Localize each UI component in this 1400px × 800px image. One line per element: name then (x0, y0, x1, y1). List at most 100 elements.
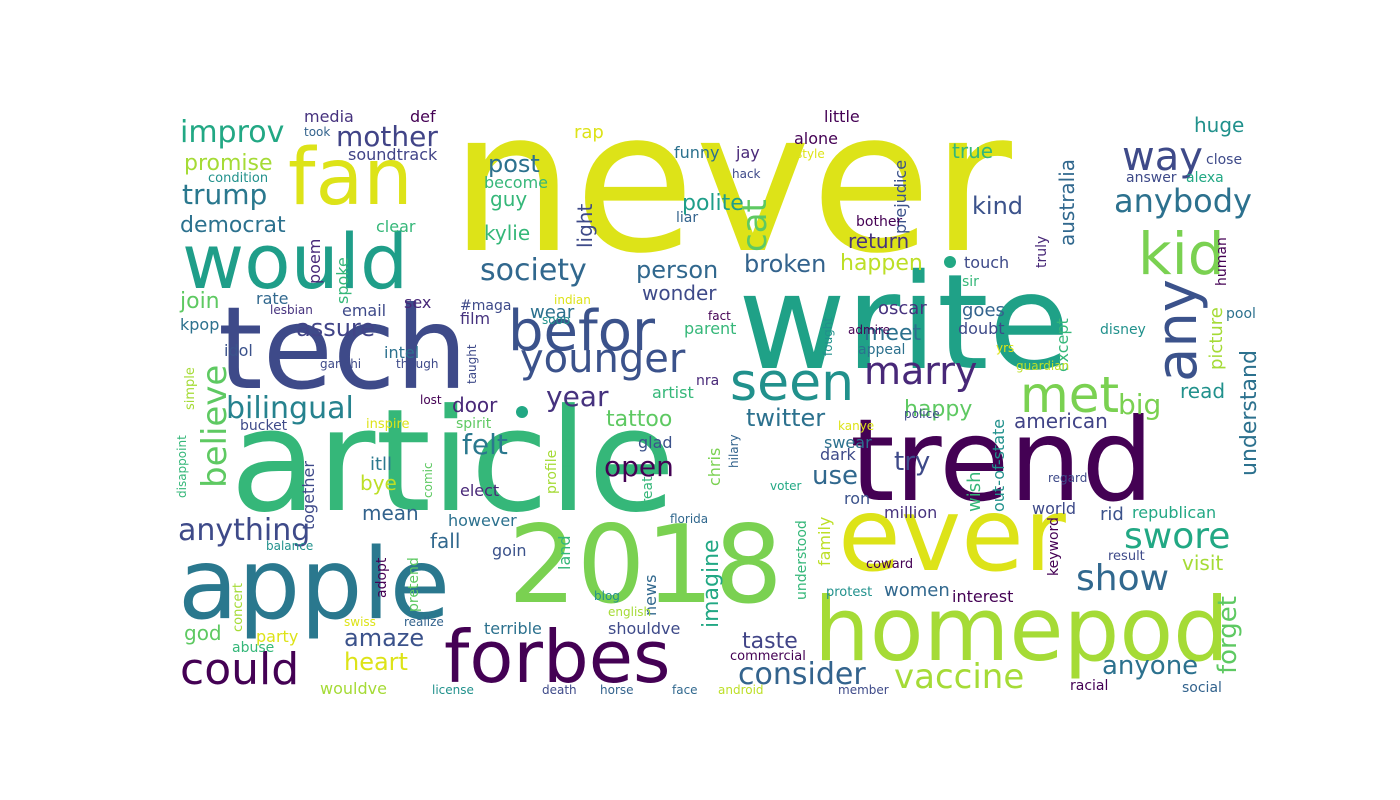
word: way (1122, 134, 1203, 180)
word: forbes (444, 615, 671, 699)
dot-mark (516, 406, 528, 418)
word: together (299, 461, 318, 530)
word: fall (430, 529, 460, 553)
word: appeal (858, 342, 905, 358)
word: spirit (456, 416, 492, 432)
word: though (396, 357, 438, 371)
word: out-of-state (989, 419, 1008, 512)
word: pool (1226, 306, 1256, 322)
word: would (182, 217, 408, 306)
word: clear (376, 217, 416, 236)
word: alexa (1186, 170, 1224, 186)
word: elect (460, 481, 499, 500)
word: felt (462, 428, 508, 461)
word: email (342, 301, 386, 320)
word: happy (904, 397, 972, 422)
word: florida (670, 512, 708, 526)
word: interest (952, 587, 1013, 606)
word: pretend (406, 557, 422, 612)
word: rate (256, 289, 289, 308)
word: wonder (642, 281, 717, 305)
word: lost (420, 393, 442, 407)
word: news (641, 575, 660, 616)
word: celebrity (561, 430, 575, 482)
word: year (546, 380, 609, 413)
word: condition (208, 171, 268, 186)
word: alone (794, 129, 838, 148)
word: cat (735, 199, 775, 252)
word: rap (574, 122, 604, 143)
word: simple (183, 367, 198, 410)
dot-mark (944, 256, 956, 268)
word: 2018 (508, 503, 783, 628)
word: license (432, 683, 474, 697)
word: promise (184, 151, 273, 176)
word: any (1145, 279, 1210, 382)
word: coward (866, 557, 913, 572)
word: human (1214, 237, 1230, 286)
word: funny (674, 143, 720, 162)
word: land (555, 535, 574, 570)
word: bilingual (226, 391, 354, 426)
word: world (1032, 499, 1076, 518)
word: glad (638, 433, 673, 452)
word: forget (1213, 596, 1243, 674)
word: society (480, 253, 587, 288)
word: use (812, 461, 858, 491)
word: parent (684, 319, 736, 338)
word: hack (732, 167, 761, 181)
word: mother (336, 120, 438, 153)
word: took (304, 125, 330, 139)
word: spoke (333, 257, 352, 304)
word: bye (360, 471, 397, 495)
word: apple (178, 528, 450, 642)
word: mean (362, 501, 419, 525)
word: swiss (344, 615, 376, 629)
word: blog (594, 589, 620, 603)
word: def (410, 107, 436, 126)
word: write (738, 246, 1070, 400)
word: realize (404, 615, 444, 629)
word: marry (864, 349, 977, 393)
word: kpop (180, 315, 219, 334)
word-group: never article write tech trend 2018 appl… (175, 69, 1262, 699)
word: believe (195, 365, 235, 488)
word: oscar (878, 298, 927, 319)
word: vaccine (894, 657, 1024, 697)
word: huge (1194, 113, 1244, 137)
word: ever (838, 476, 1066, 595)
word: prejudice (891, 160, 910, 234)
word: fan (288, 133, 413, 223)
word: guy (490, 187, 527, 211)
word: lesbian (270, 303, 313, 317)
word: film (460, 309, 490, 328)
word: fought (821, 317, 835, 356)
word: republican (1132, 503, 1216, 522)
word: light (573, 204, 597, 248)
word: article (230, 379, 675, 544)
word: women (884, 580, 950, 601)
word: intel (384, 343, 419, 362)
word: could (180, 644, 299, 695)
word: disappoint (175, 435, 189, 498)
word: amaze (344, 624, 424, 652)
word: broken (744, 250, 826, 278)
word: taught (465, 344, 479, 384)
word: picture (1206, 307, 1227, 370)
word: understood (794, 520, 810, 600)
word: artist (652, 383, 694, 402)
word: befor (508, 299, 656, 364)
word: goes (962, 300, 1005, 321)
word: person (636, 256, 718, 284)
word: seen (730, 353, 854, 413)
word: wear (530, 302, 575, 323)
word: trump (182, 178, 267, 211)
word: sir (962, 274, 979, 290)
word: liar (676, 210, 698, 226)
word: big (1118, 388, 1161, 421)
word: anyone (1102, 651, 1198, 681)
word: family (815, 517, 834, 566)
word: consider (738, 657, 866, 692)
word: polite (682, 191, 744, 216)
word: swore (1124, 516, 1230, 557)
